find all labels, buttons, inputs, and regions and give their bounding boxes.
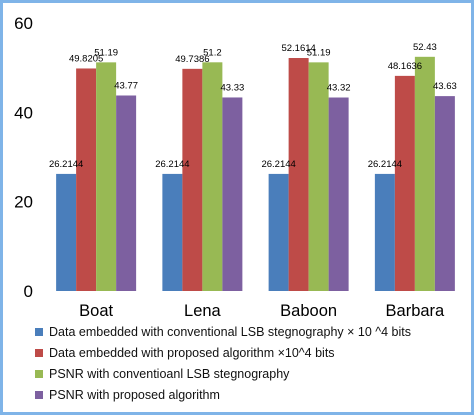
legend: Data embedded with conventional LSB steg… [35, 321, 471, 405]
data-label: 49.8205 [69, 53, 103, 64]
bar [414, 56, 435, 291]
bar [288, 58, 309, 291]
bar [222, 97, 243, 291]
data-label: 49.7386 [175, 54, 209, 65]
bar [434, 96, 455, 292]
y-axis: 0 20 40 60 [14, 14, 33, 301]
data-label: 51.2 [203, 47, 222, 58]
legend-label: PSNR with proposed algorithm [49, 387, 220, 402]
data-label: 43.32 [327, 83, 351, 94]
bar [308, 62, 329, 291]
data-label: 26.2144 [49, 159, 83, 170]
data-label: 48.1636 [388, 61, 422, 72]
bar [76, 68, 97, 291]
legend-label: Data embedded with proposed algorithm ×1… [49, 345, 335, 360]
x-axis-categories: Boat Lena Baboon Barbara [79, 302, 445, 320]
y-tick-label: 20 [14, 193, 33, 212]
data-label: 43.77 [114, 80, 138, 91]
legend-label: Data embedded with conventional LSB steg… [49, 324, 412, 339]
bar [162, 173, 183, 291]
bar [182, 68, 203, 291]
data-label: 26.2144 [368, 159, 402, 170]
bar [56, 173, 77, 291]
legend-item: PSNR with conventioanl LSB stegnography [35, 363, 471, 384]
legend-item: Data embedded with proposed algorithm ×1… [35, 342, 471, 363]
data-label: 52.43 [413, 42, 437, 53]
x-category-label: Barbara [386, 302, 446, 320]
legend-label: PSNR with conventioanl LSB stegnography [49, 366, 290, 381]
data-label: 52.1614 [281, 43, 315, 54]
y-tick-label: 60 [14, 14, 33, 33]
legend-swatch [35, 369, 43, 378]
legend-item: PSNR with proposed algorithm [35, 384, 471, 405]
bar [268, 173, 289, 291]
bar [394, 75, 415, 291]
x-category-label: Baboon [280, 302, 337, 320]
bar [96, 62, 117, 291]
legend-swatch [35, 390, 43, 399]
y-tick-label: 40 [14, 103, 33, 122]
data-label: 51.19 [94, 47, 118, 58]
legend-swatch [35, 327, 43, 336]
data-labels: 26.214449.820551.1943.7726.214449.738651… [49, 42, 457, 170]
data-label: 51.19 [307, 47, 331, 58]
x-category-label: Boat [79, 302, 113, 320]
bar [374, 173, 395, 291]
bar [116, 95, 137, 291]
data-label: 26.2144 [155, 159, 189, 170]
x-category-label: Lena [184, 302, 222, 320]
legend-item: Data embedded with conventional LSB steg… [35, 321, 471, 342]
legend-swatch [35, 348, 43, 357]
data-label: 43.33 [220, 82, 244, 93]
data-label: 26.2144 [261, 159, 295, 170]
data-label: 43.63 [433, 81, 457, 92]
bar [328, 97, 349, 291]
bars [56, 56, 455, 292]
y-tick-label: 0 [24, 282, 33, 301]
bar [202, 62, 223, 291]
